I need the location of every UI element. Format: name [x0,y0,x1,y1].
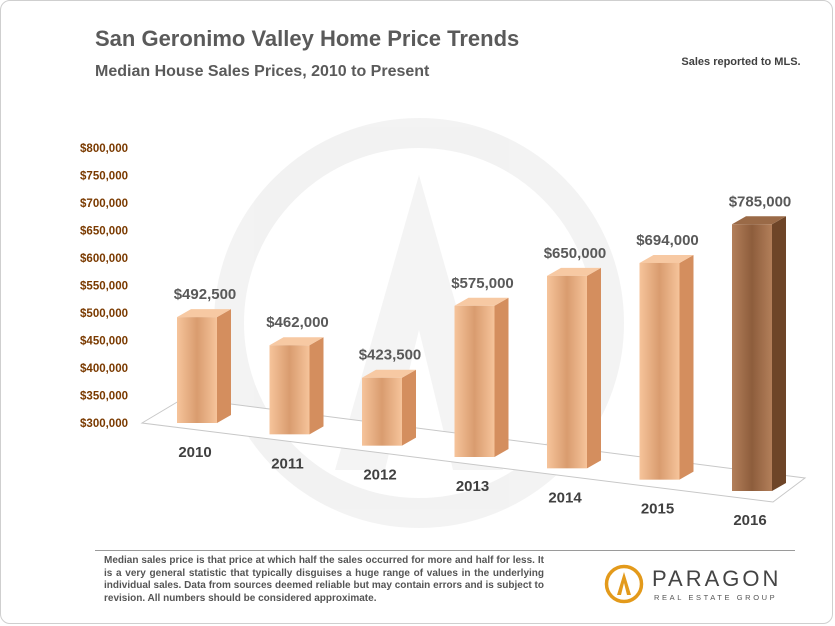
footnote: Median sales price is that price at whic… [104,555,544,604]
source-note: Sales reported to MLS. [681,56,801,68]
bar [454,305,495,457]
bar-top [177,309,231,318]
bar-top [639,254,694,263]
footer-divider [95,550,795,551]
data-label: $785,000 [729,193,792,210]
y-tick-label: $300,000 [80,418,128,430]
bar-top [454,297,509,306]
data-label: $492,500 [174,286,237,303]
x-category-label: 2013 [456,478,489,495]
x-category-label: 2014 [548,489,582,506]
y-tick-label: $750,000 [80,171,128,183]
data-label: $650,000 [544,245,607,262]
x-category-label: 2015 [641,501,674,518]
bar-side [679,254,694,480]
y-tick-label: $600,000 [80,253,128,265]
x-category-label: 2016 [733,512,766,529]
bar [177,317,217,423]
bar [362,377,402,446]
data-label: $575,000 [451,275,514,292]
y-tick-label: $550,000 [80,281,128,293]
y-tick-label: $350,000 [80,391,128,403]
x-category-label: 2011 [271,455,304,472]
logo-tagline: REAL ESTATE GROUP [654,593,778,602]
chart-subtitle: Median House Sales Prices, 2010 to Prese… [95,63,430,80]
paragon-logo-icon [604,564,644,604]
bar-side [587,267,601,469]
data-label: $462,000 [266,314,329,331]
x-category-label: 2010 [178,444,211,461]
y-tick-label: $500,000 [80,308,128,320]
data-label: $694,000 [636,232,699,249]
bar [547,275,587,469]
y-tick-label: $650,000 [80,226,128,238]
chart-title: San Geronimo Valley Home Price Trends [95,26,520,51]
y-tick-label: $400,000 [80,363,128,375]
bar-top [269,337,324,346]
bar-side [217,309,231,423]
data-label: $423,500 [359,347,422,364]
x-category-label: 2012 [363,467,396,484]
bar [639,262,680,480]
bar-top [362,369,416,378]
y-tick-label: $450,000 [80,336,128,348]
bar-side [402,369,416,446]
y-tick-label: $700,000 [80,198,128,210]
bar-side [309,337,324,435]
bar-side [772,216,786,491]
logo-name: PARAGON [652,566,782,591]
bar [269,345,310,435]
bar-side [494,297,509,457]
y-tick-label: $800,000 [80,143,128,155]
bar-top [547,267,601,276]
bar-top [732,216,786,225]
paragon-logo: PARAGON REAL ESTATE GROUP [604,564,814,608]
bar [732,224,772,491]
